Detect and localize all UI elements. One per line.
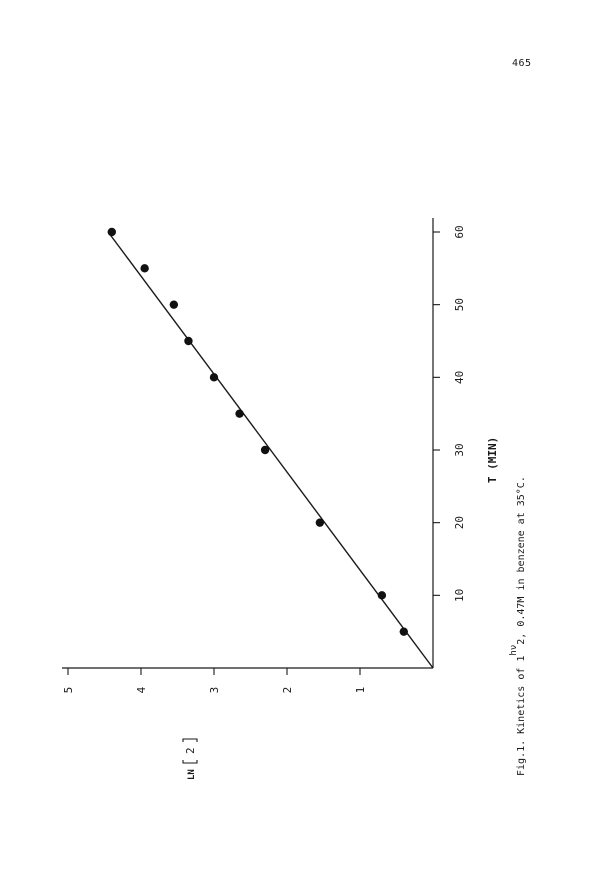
y-tick-label: 1 <box>354 687 367 694</box>
x-tick-label: 10 <box>453 589 466 602</box>
y-axis-title-bracket-value: 2 <box>184 747 197 754</box>
y-tick-label: 3 <box>208 687 221 694</box>
data-points <box>107 227 408 636</box>
y-axis-title-bracket-right <box>182 738 198 742</box>
x-axis-title: T (MIN) <box>486 437 499 483</box>
fit-line <box>107 231 434 669</box>
y-ticks: 1 2 3 4 5 <box>62 668 367 693</box>
x-tick-label: 20 <box>453 516 466 529</box>
page-number: 465 <box>512 58 532 69</box>
data-point <box>260 445 270 455</box>
x-tick-label: 40 <box>453 371 466 384</box>
x-tick-label: 60 <box>453 225 466 238</box>
y-axis-title-prefix: LN <box>187 769 197 780</box>
data-point <box>377 591 387 600</box>
data-point <box>235 409 244 418</box>
data-point <box>169 300 179 309</box>
caption-prefix: Fig.1. Kinetics of <box>516 662 527 776</box>
caption-compound: 1 <box>516 656 527 662</box>
data-point <box>140 264 149 273</box>
y-axis-title: LN 2 <box>182 738 198 780</box>
y-tick-label: 2 <box>281 687 294 694</box>
x-ticks: 10 20 30 40 50 60 <box>433 225 466 602</box>
data-point <box>399 627 408 636</box>
x-tick-label: 50 <box>453 298 466 311</box>
figure-caption: Fig.1. Kinetics of 1hν2, 0.47M in benzen… <box>509 476 527 776</box>
data-point <box>209 373 219 382</box>
y-tick-label: 4 <box>135 686 148 693</box>
caption-arrow-label: hν <box>509 645 519 656</box>
data-point <box>184 336 193 346</box>
caption-product: 2 <box>516 639 527 645</box>
fit-line-group <box>107 231 434 669</box>
caption-text: Fig.1. Kinetics of 1hν2, 0.47M in benzen… <box>509 476 527 776</box>
y-tick-label: 5 <box>62 687 75 694</box>
caption-rest: , 0.47M in benzene at 35°C. <box>516 476 527 639</box>
data-point <box>107 227 117 237</box>
data-point <box>315 518 325 527</box>
y-axis-title-bracket-left <box>182 760 198 764</box>
x-tick-label: 30 <box>453 443 466 456</box>
